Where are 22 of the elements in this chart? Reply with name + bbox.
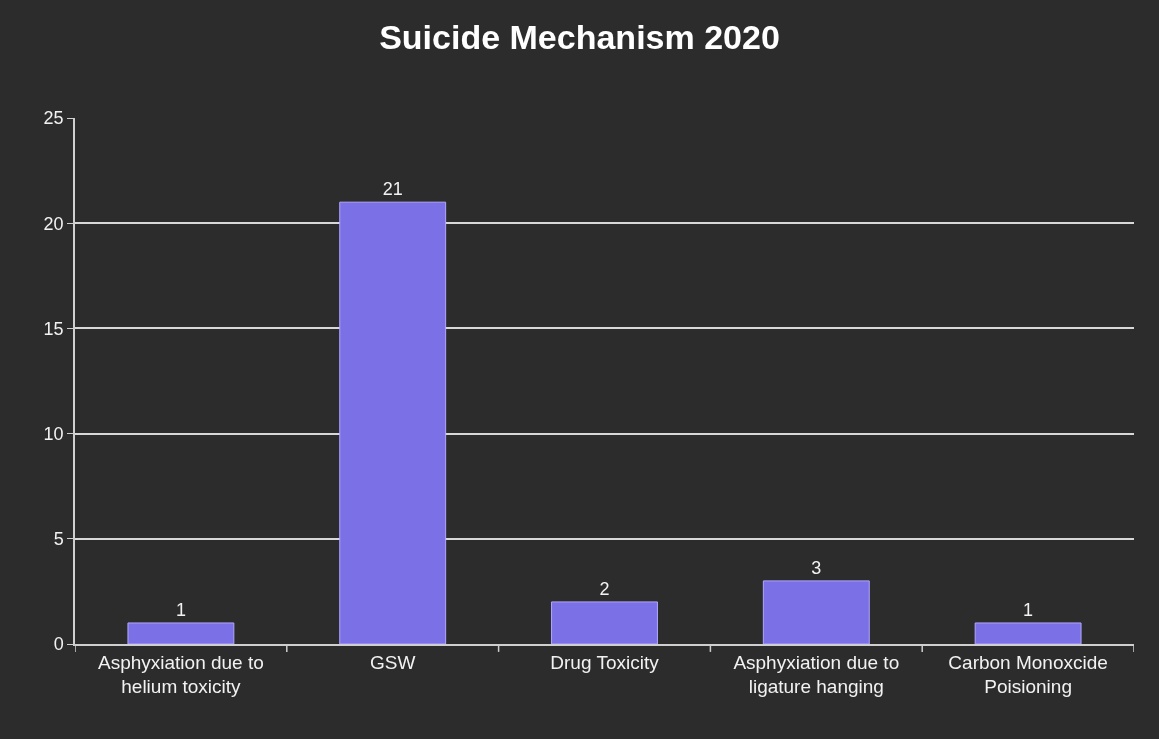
x-tick-label: Drug Toxicity [550, 651, 660, 673]
data-label: 2 [599, 578, 610, 599]
chart-title: Suicide Mechanism 2020 [379, 17, 780, 56]
x-tick-label: Asphyxiation due to helium toxicity [97, 651, 264, 698]
bar [974, 622, 1082, 644]
x-tick-label: GSW [370, 651, 416, 673]
data-label: 1 [1023, 599, 1034, 620]
data-label: 1 [175, 599, 186, 620]
y-tick-label: 10 [43, 423, 64, 444]
bar [551, 601, 658, 644]
data-label: 21 [382, 179, 403, 200]
x-tick-label: Carbon Monoxcide Poisioning [948, 651, 1108, 698]
y-tick-label: 15 [43, 318, 64, 339]
bar [127, 622, 235, 644]
y-tick-label: 0 [53, 634, 64, 655]
bar [762, 580, 870, 644]
data-label: 3 [811, 557, 822, 578]
bar [339, 201, 447, 644]
y-tick-label: 5 [53, 529, 64, 550]
y-tick-label: 25 [43, 108, 64, 129]
x-tick-label: Asphyxiation due to ligature hanging [733, 651, 900, 698]
y-tick-label: 20 [43, 213, 64, 234]
